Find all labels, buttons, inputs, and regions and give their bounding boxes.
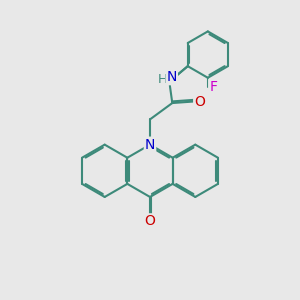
Text: O: O [194,94,205,109]
Text: O: O [145,214,155,228]
Text: H: H [158,73,167,86]
Text: N: N [167,70,177,84]
Text: N: N [145,138,155,152]
Text: F: F [209,80,217,94]
